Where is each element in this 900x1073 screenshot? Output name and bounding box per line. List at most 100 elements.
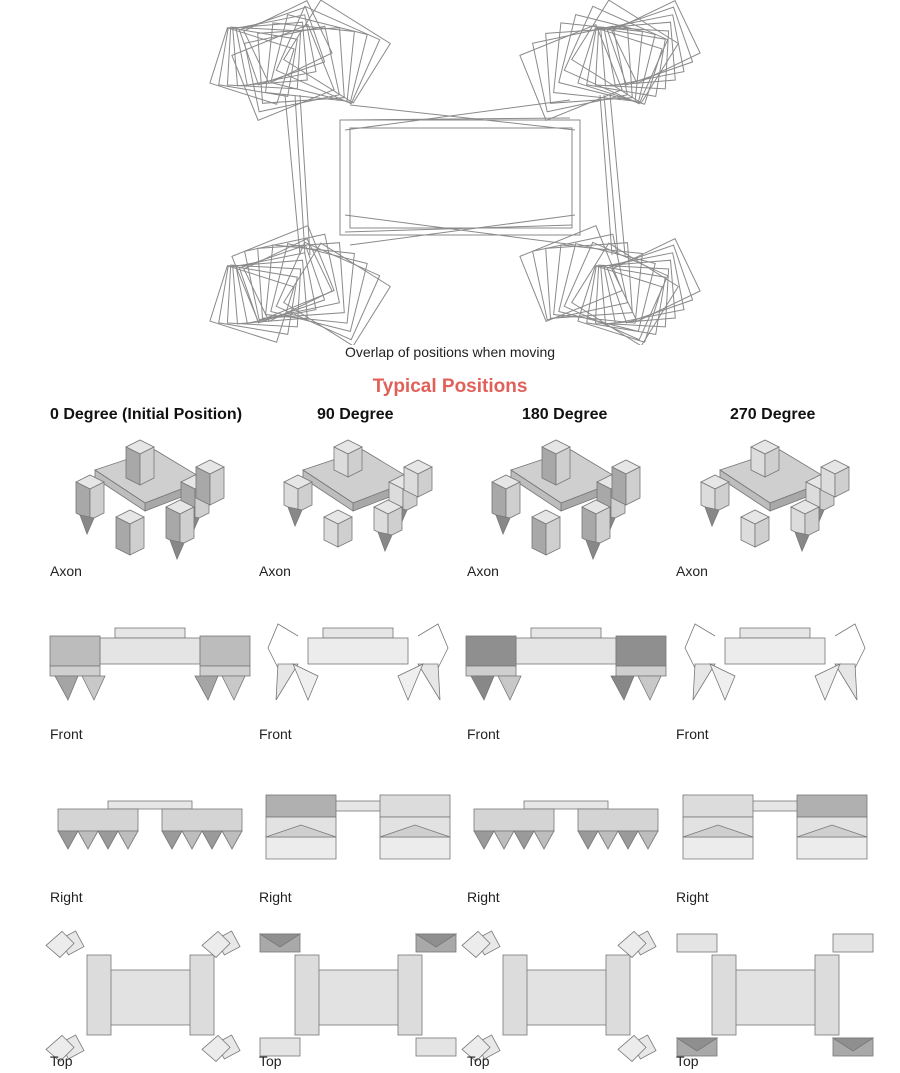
label-right-0: Right: [50, 889, 83, 905]
top-module-square: [617, 1034, 647, 1062]
overlap-leg-line: [294, 94, 306, 256]
right-leg: [577, 830, 599, 850]
label-right-270: Right: [676, 889, 709, 905]
overlap-leg-line: [609, 94, 626, 256]
front-arm-outline: [684, 623, 716, 669]
axon-leg: [377, 531, 393, 553]
right-module-lower: [265, 836, 337, 860]
axon-module-front: [297, 481, 313, 513]
axon-module-side: [581, 506, 597, 546]
overlap-module-outline: [244, 233, 340, 321]
overlap-module-outline: [270, 13, 368, 104]
right-leg: [77, 830, 99, 850]
overlap-module-outline: [571, 242, 679, 345]
overlap-leg-line: [299, 94, 311, 256]
overlap-module-outline: [611, 0, 701, 84]
right-module-upper: [161, 808, 243, 832]
overlap-module-outline: [283, 0, 391, 104]
overlap-module-outline: [238, 244, 326, 324]
right-leg: [473, 830, 495, 850]
axon-module-side: [541, 446, 557, 486]
overlap-module-outline: [275, 5, 381, 105]
label-right-90: Right: [259, 889, 292, 905]
overlap-module-outline: [563, 5, 669, 105]
axon-module-front: [555, 446, 571, 486]
top-module-column: [397, 954, 423, 1036]
front-view-1: [267, 623, 449, 702]
overlap-module-outline: [586, 265, 666, 335]
front-view-2: [465, 627, 667, 701]
right-module-upper: [473, 808, 555, 832]
front-arm-outline: [417, 623, 449, 669]
axon-module-front: [714, 481, 730, 513]
overlap-module-outline: [270, 242, 368, 333]
front-module-block: [615, 635, 667, 667]
overlap-module-outline: [218, 265, 298, 335]
overlap-module-outline: [243, 0, 333, 84]
top-table-surface: [520, 969, 612, 1026]
right-leg: [201, 830, 223, 850]
axon-leg: [704, 506, 720, 528]
label-front-270: Front: [676, 726, 709, 742]
top-module-square: [461, 930, 491, 958]
top-module-column: [814, 954, 840, 1036]
right-module-bevel: [379, 824, 451, 838]
right-view-1: [265, 794, 451, 860]
axon-module-side: [115, 516, 131, 556]
right-leg: [617, 830, 639, 850]
overlap-positions-drawing: [209, 0, 701, 345]
front-arm-outline: [267, 623, 299, 669]
right-module-upper: [682, 794, 754, 818]
front-table-body: [724, 637, 826, 665]
front-view-0: [49, 627, 251, 701]
overlap-module-outline: [209, 265, 295, 343]
axon-module-side: [165, 506, 181, 546]
top-view-0: [45, 930, 241, 1062]
top-module-block: [415, 1037, 457, 1057]
right-module-lower: [796, 836, 868, 860]
overlap-module-outline: [218, 27, 298, 97]
front-leg: [194, 675, 219, 701]
axon-module-front: [595, 506, 611, 546]
axon-module-front: [89, 481, 105, 521]
axon-module-front: [764, 446, 780, 478]
overlap-module-outline: [265, 244, 355, 324]
front-table-top: [739, 627, 811, 639]
top-module-square: [617, 930, 647, 958]
axon-module-front: [347, 446, 363, 478]
top-table-surface: [104, 969, 196, 1026]
front-leg: [397, 663, 424, 702]
overlap-module-outline: [231, 225, 335, 322]
top-module-notch: [831, 1037, 875, 1052]
axon-view-0: [75, 439, 225, 561]
right-module-lower: [379, 836, 451, 860]
axon-leg: [495, 514, 511, 536]
overlap-module-outline: [606, 6, 694, 86]
axon-table-side: [94, 469, 146, 512]
axon-module-front: [387, 506, 403, 538]
column-heading-0: 0 Degree (Initial Position): [50, 406, 243, 423]
axon-table-side: [510, 469, 562, 512]
front-table-top: [322, 627, 394, 639]
axon-module-side: [125, 446, 141, 486]
overlap-module-outline: [532, 233, 628, 321]
overlap-module-outline: [603, 14, 685, 86]
axon-module-front: [625, 466, 641, 506]
right-leg: [221, 830, 243, 850]
top-module-square: [45, 930, 75, 958]
axon-module-front: [804, 506, 820, 538]
overlap-module-outline: [243, 238, 333, 322]
axon-module-front: [834, 466, 850, 498]
front-module-band: [615, 665, 667, 677]
overlap-module-outline: [232, 259, 308, 325]
axon-module-front: [209, 466, 225, 506]
front-leg: [497, 675, 522, 701]
overlap-center-rect: [339, 119, 581, 236]
right-leg: [161, 830, 183, 850]
front-view-3: [684, 623, 866, 702]
right-view-2: [473, 800, 659, 850]
front-leg: [221, 675, 246, 701]
overlap-frame-line: [344, 99, 571, 131]
right-leg: [117, 830, 139, 850]
top-table-surface: [312, 969, 404, 1026]
